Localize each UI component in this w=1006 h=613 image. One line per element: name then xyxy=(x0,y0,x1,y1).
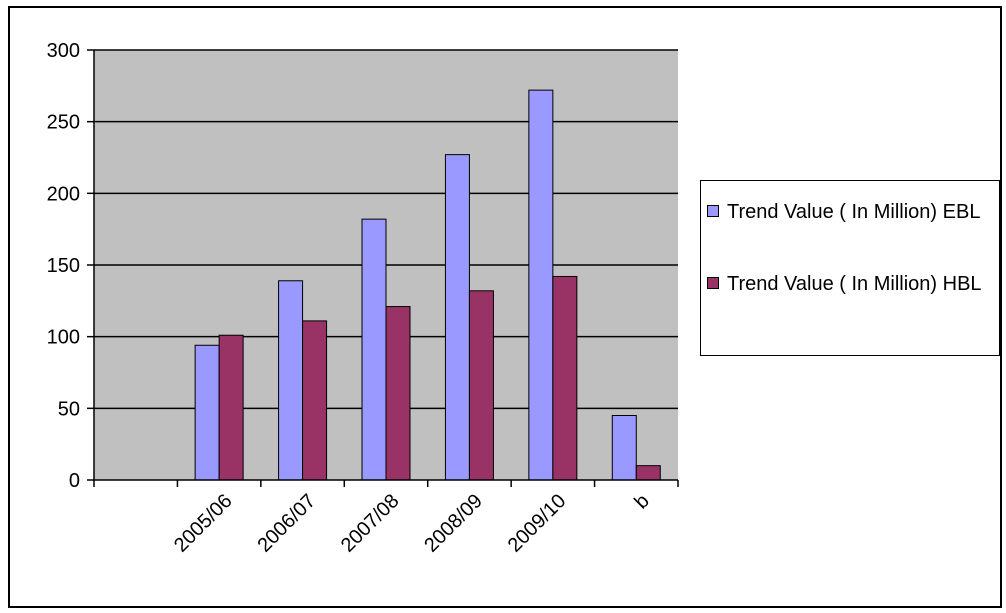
axes xyxy=(87,49,679,487)
bar-hbl-2005/06 xyxy=(218,334,244,481)
bar-hbl-2007/08 xyxy=(385,306,411,481)
y-tick-label: 250 xyxy=(47,112,80,134)
y-tick-label: 50 xyxy=(58,398,80,420)
bar-hbl-2009/10 xyxy=(552,275,578,481)
legend-swatch-ebl xyxy=(707,205,719,217)
x-tick-label: 2006/07 xyxy=(253,490,320,557)
bar-ebl-2006/07 xyxy=(278,280,304,481)
bar-hbl-b xyxy=(635,465,661,481)
x-tick-label: 2008/09 xyxy=(420,490,487,557)
x-tick-label: b xyxy=(630,490,653,513)
legend-item-ebl: Trend Value ( In Million) EBL xyxy=(707,199,995,225)
bar-hbl-2006/07 xyxy=(302,320,328,481)
bar-hbl-2008/09 xyxy=(468,290,494,481)
bar-ebl-2007/08 xyxy=(361,218,387,481)
chart-frame xyxy=(8,6,1002,608)
y-tick-label: 0 xyxy=(69,470,80,492)
y-tick-labels: 0 50 100 150 200 250 300 xyxy=(47,40,80,492)
y-tick-label: 150 xyxy=(47,255,80,277)
bar-ebl-2008/09 xyxy=(444,154,470,481)
x-tick-labels: 2005/06 2006/07 2007/08 2008/09 2009/10 b xyxy=(170,490,654,557)
x-tick-label: 2007/08 xyxy=(337,490,404,557)
legend-item-hbl: Trend Value ( In Million) HBL xyxy=(707,271,995,297)
y-tick-label: 300 xyxy=(47,40,80,62)
bars xyxy=(194,89,661,481)
legend-swatch-hbl xyxy=(707,277,719,289)
bar-ebl-2009/10 xyxy=(528,89,554,481)
y-tick-label: 100 xyxy=(47,327,80,349)
legend-label-ebl: Trend Value ( In Million) EBL xyxy=(727,201,981,223)
bar-ebl-b xyxy=(611,415,637,481)
x-tick-label: 2009/10 xyxy=(504,490,571,557)
y-tick-label: 200 xyxy=(47,183,80,205)
gridlines xyxy=(94,49,678,410)
legend: Trend Value ( In Million) EBL Trend Valu… xyxy=(700,180,1000,356)
legend-label-hbl: Trend Value ( In Million) HBL xyxy=(727,273,982,295)
bar-ebl-2005/06 xyxy=(194,344,220,481)
x-tick-label: 2005/06 xyxy=(170,490,237,557)
